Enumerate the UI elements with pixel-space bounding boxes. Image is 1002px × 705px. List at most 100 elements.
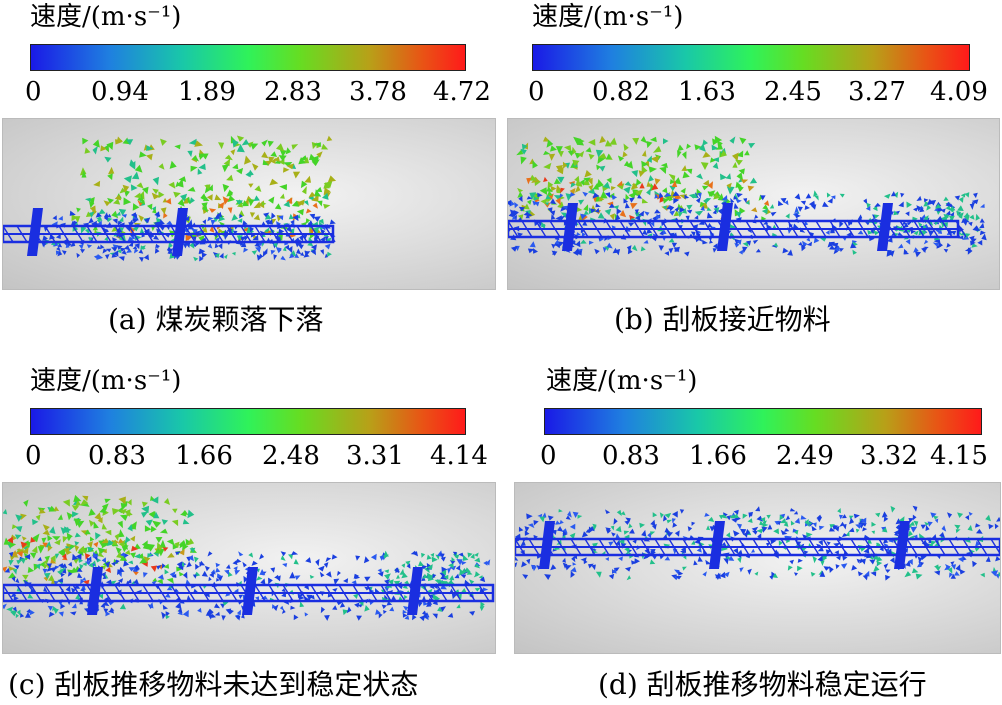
coal-particle [682, 207, 687, 214]
coal-particle [220, 603, 225, 609]
coal-particle [767, 524, 773, 530]
coal-particle [456, 604, 461, 609]
coal-particle [74, 541, 80, 546]
coal-particle [572, 159, 580, 167]
coal-particle [733, 202, 739, 209]
coal-particle [134, 164, 143, 173]
coal-particle [671, 242, 678, 248]
coal-particle [30, 536, 36, 543]
coal-particle [119, 508, 127, 515]
coal-particle [615, 533, 621, 539]
coal-particle [151, 208, 157, 214]
coal-particle [746, 240, 751, 246]
coal-particle [242, 561, 247, 568]
coal-particle [236, 144, 245, 153]
coal-particle [623, 530, 630, 535]
coal-particle [143, 572, 148, 578]
coal-particle [139, 557, 148, 564]
coal-particle [980, 203, 985, 208]
coal-particle [50, 554, 56, 563]
coal-particle [762, 523, 769, 528]
simulation-view [507, 118, 1000, 290]
coal-particle [643, 239, 649, 244]
coal-particle [580, 178, 586, 186]
coal-particle [62, 499, 70, 507]
coal-particle [736, 239, 742, 245]
coal-particle [794, 206, 799, 214]
coal-particle [178, 176, 187, 182]
coal-particle [856, 558, 861, 564]
coal-particle [78, 244, 84, 250]
coal-particle [565, 515, 571, 520]
scraper-flight [717, 203, 733, 251]
coal-particle [751, 530, 758, 535]
coal-particle [214, 253, 220, 259]
coal-particle [650, 221, 655, 227]
coal-particle [808, 200, 816, 207]
coal-particle [838, 514, 844, 520]
coal-particle [136, 182, 144, 189]
coal-particle [437, 606, 443, 612]
coal-particle [115, 547, 122, 554]
coal-particle [189, 547, 196, 553]
coal-particle [82, 579, 90, 585]
coal-particle [928, 230, 935, 237]
scraper-conveyor [508, 203, 967, 251]
coal-particle [609, 137, 617, 145]
coal-particle [440, 573, 447, 580]
coal-particle [906, 201, 912, 208]
coal-particle [324, 236, 329, 242]
coal-particle [773, 242, 779, 247]
coal-particle [139, 151, 147, 158]
coal-particle [605, 509, 611, 514]
coal-particle [187, 186, 196, 192]
coal-particle [780, 529, 788, 535]
coal-particle [592, 182, 599, 190]
coal-particle [289, 571, 296, 579]
legend-title: 速度/(m·s⁻¹) [532, 2, 684, 32]
coal-particle [702, 239, 708, 245]
coal-particle [534, 201, 540, 207]
coal-particle [166, 538, 175, 546]
coal-particle [92, 145, 98, 155]
coal-particle [232, 139, 239, 148]
coal-particle [581, 531, 588, 538]
coal-particle [604, 208, 612, 216]
coal-particle [316, 151, 323, 158]
coal-particle [839, 220, 844, 228]
coal-particle [758, 194, 763, 201]
tick-label: 2.83 [264, 77, 322, 107]
coal-particle [440, 583, 447, 590]
coal-particle [103, 200, 111, 207]
coal-particle [624, 202, 630, 209]
coal-particle [101, 538, 110, 544]
coal-particle [643, 211, 650, 216]
coal-particle [298, 595, 305, 600]
coal-particle [804, 519, 809, 526]
coal-particle [770, 539, 777, 545]
coal-particle [239, 213, 243, 219]
coal-particle [194, 140, 203, 147]
coal-particle [936, 210, 941, 215]
coal-particle [916, 195, 922, 201]
coal-particle [332, 605, 338, 610]
scraper-flight [539, 521, 555, 569]
coal-particle [218, 142, 225, 150]
coal-particle [635, 215, 641, 222]
coal-particle [304, 175, 311, 183]
coal-particle [547, 181, 554, 189]
coal-particle [650, 519, 656, 526]
coal-particle [227, 195, 235, 203]
coal-particle [956, 210, 962, 216]
coal-particle [61, 553, 67, 560]
coal-particle [168, 241, 173, 249]
coal-particle [206, 608, 214, 614]
coal-particle [81, 583, 86, 590]
coal-particle [48, 574, 55, 582]
coal-particle [778, 200, 784, 206]
coal-particle [748, 143, 756, 149]
coal-particle [441, 566, 448, 573]
coal-particle [602, 181, 611, 189]
coal-particle [890, 191, 896, 197]
coal-particle [783, 521, 789, 527]
